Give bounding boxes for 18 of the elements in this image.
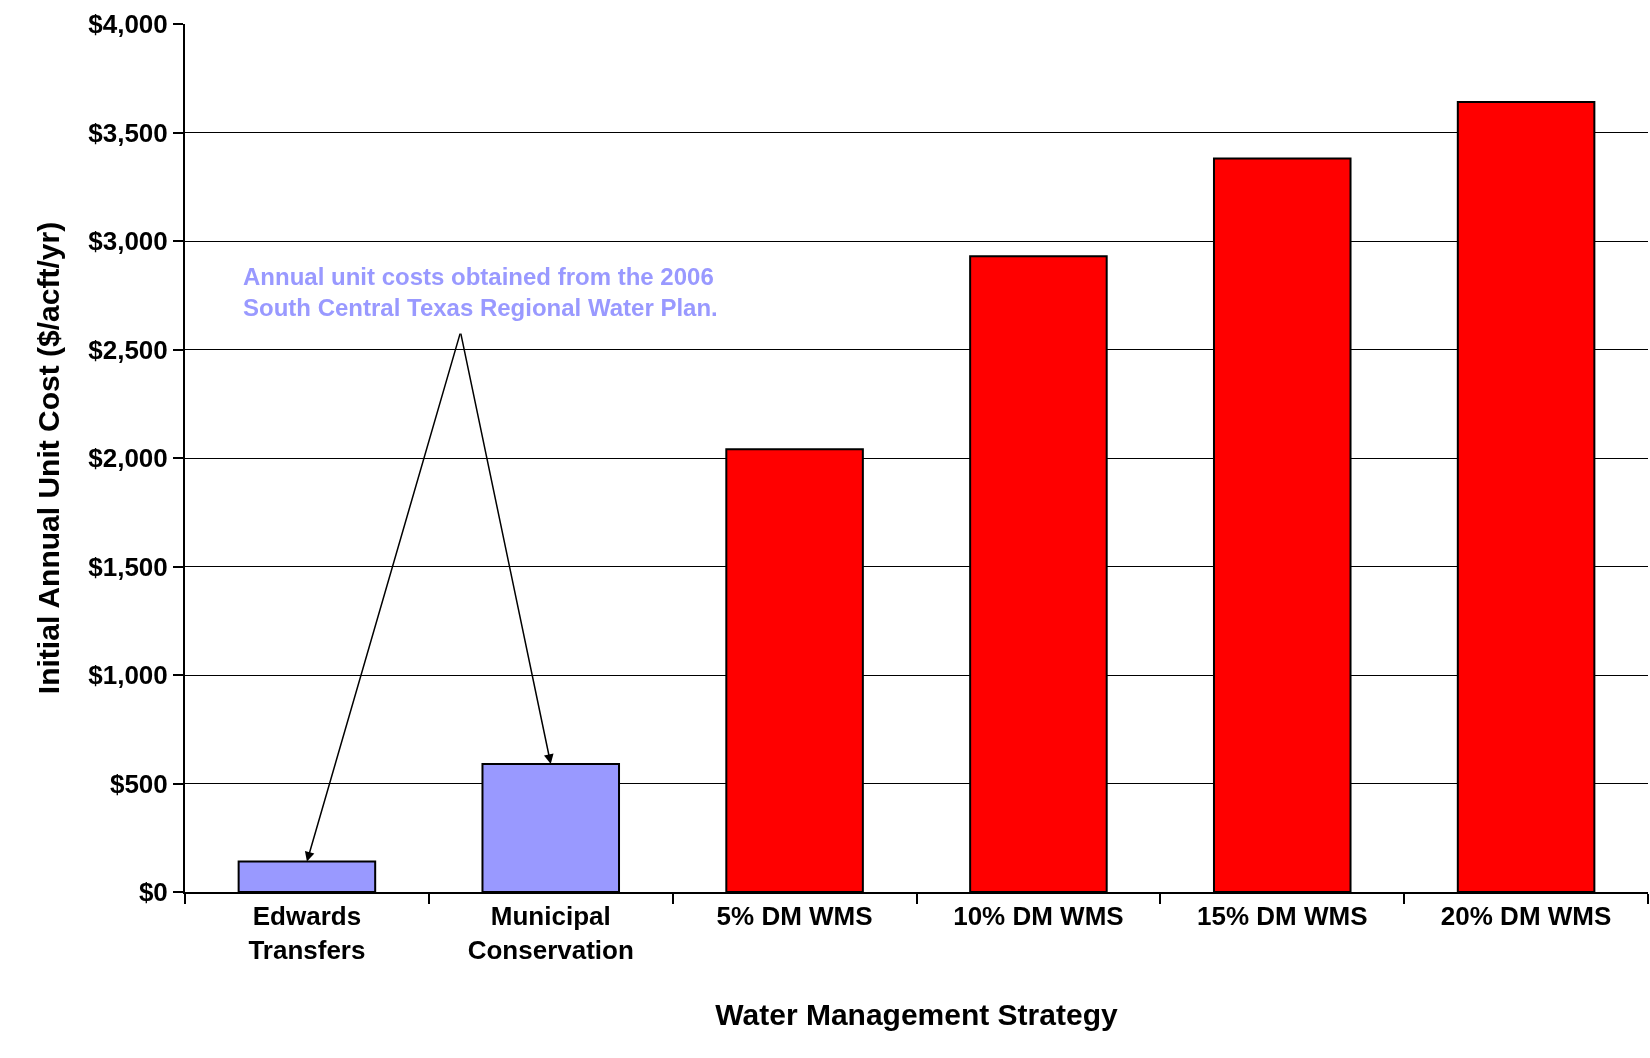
annotation: Annual unit costs obtained from the 2006 South Central Texas Regional Water Plan.: [243, 263, 718, 322]
x-tick-label: 10% DM WMS: [953, 901, 1124, 932]
y-tick-label: $500: [109, 768, 168, 799]
y-tick-label: $1,500: [88, 551, 168, 582]
x-tick-label: Municipal Conservation: [467, 901, 634, 965]
y-tick-label: $3,500: [88, 117, 168, 148]
y-tick-label: $4,000: [88, 9, 168, 40]
y-tick-label: $0: [138, 877, 168, 908]
x-tick-label: 20% DM WMS: [1440, 901, 1612, 932]
y-axis-title: Initial Annual Unit Cost ($/acft/yr): [31, 221, 65, 695]
x-tick-label: 5% DM WMS: [716, 901, 873, 932]
x-axis-title: Water Management Strategy: [715, 998, 1118, 1031]
y-tick-label: $3,000: [88, 226, 168, 257]
y-tick-label: $1,000: [88, 660, 168, 691]
y-tick-label: $2,500: [88, 334, 168, 365]
x-tick-label: 15% DM WMS: [1197, 901, 1368, 932]
y-tick-label: $2,000: [88, 443, 168, 474]
x-tick-label: Edwards Transfers: [248, 901, 366, 965]
